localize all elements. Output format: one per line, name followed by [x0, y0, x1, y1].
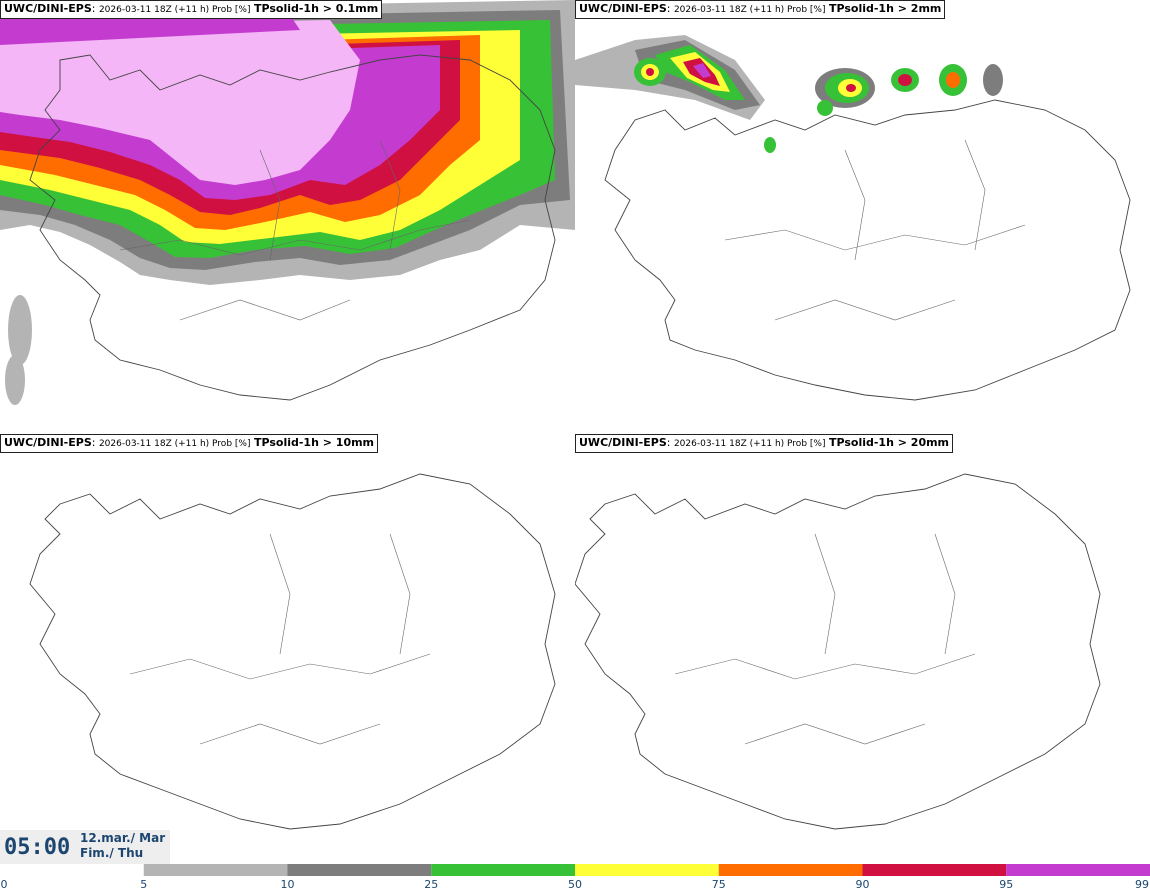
colorbar-segment — [718, 864, 863, 876]
run-meta: 2026-03-11 18Z (+11 h) Prob [%] — [673, 5, 826, 15]
colorbar-tick-label: 50 — [568, 878, 582, 891]
colorbar-tick-label: 5 — [140, 878, 147, 891]
colorbar-segment — [143, 864, 288, 876]
field-label: TPsolid-1h > 10mm — [253, 436, 375, 449]
map-panel-20mm: UWC/DINI-EPS: 2026-03-11 18Z (+11 h) Pro… — [575, 434, 1150, 864]
colorbar-tick-label: 95 — [999, 878, 1013, 891]
colorbar-tick-label: 10 — [281, 878, 295, 891]
colorbar-segment — [287, 864, 432, 876]
field-label: TPsolid-1h > 20mm — [828, 436, 950, 449]
colorbar-tick-label: 75 — [712, 878, 726, 891]
colorbar-tick-label: 90 — [856, 878, 870, 891]
colorbar: 0 5 10 25 50 75 90 95 99 — [1, 864, 1150, 891]
probability-map — [575, 473, 1101, 830]
map-panel-10mm: UWC/DINI-EPS: 2026-03-11 18Z (+11 h) Pro… — [0, 434, 575, 864]
colorbar-tick-label: 25 — [424, 878, 438, 891]
colorbar-segment — [862, 864, 1007, 876]
run-meta: 2026-03-11 18Z (+11 h) Prob [%] — [98, 5, 251, 15]
run-meta: 2026-03-11 18Z (+11 h) Prob [%] — [673, 439, 826, 449]
map-panel-2mm: UWC/DINI-EPS: 2026-03-11 18Z (+11 h) Pro… — [575, 0, 1150, 430]
field-label: TPsolid-1h > 0.1mm — [253, 2, 379, 15]
colorbar-segment — [575, 864, 719, 876]
valid-date: 12.mar./ Mar Fim./ Thu — [80, 831, 165, 861]
run-meta: 2026-03-11 18Z (+11 h) Prob [%] — [98, 439, 251, 449]
colorbar-segment — [431, 864, 575, 876]
model-name: UWC/DINI-EPS — [579, 436, 667, 449]
date-line-2: Fim./ Thu — [80, 846, 144, 860]
probability-map — [575, 35, 1131, 401]
colorbar-tick-label: 99 — [1135, 878, 1149, 891]
panel-title: UWC/DINI-EPS: 2026-03-11 18Z (+11 h) Pro… — [0, 434, 379, 453]
time-box — [0, 830, 170, 864]
valid-time: 05:00 — [4, 835, 71, 860]
model-name: UWC/DINI-EPS — [4, 2, 92, 15]
panel-title: UWC/DINI-EPS: 2026-03-11 18Z (+11 h) Pro… — [0, 0, 383, 19]
map-panel-0p1mm: UWC/DINI-EPS: 2026-03-11 18Z (+11 h) Pro… — [0, 0, 575, 430]
panel-title: UWC/DINI-EPS: 2026-03-11 18Z (+11 h) Pro… — [575, 434, 954, 453]
probability-map — [0, 0, 575, 405]
probability-map — [29, 473, 556, 830]
colorbar-tick-label: 0 — [1, 878, 8, 891]
model-name: UWC/DINI-EPS — [579, 2, 667, 15]
panel-title: UWC/DINI-EPS: 2026-03-11 18Z (+11 h) Pro… — [575, 0, 946, 19]
date-line-1: 12.mar./ Mar — [80, 831, 166, 845]
colorbar-segment — [1006, 864, 1150, 876]
field-label: TPsolid-1h > 2mm — [828, 2, 942, 15]
model-name: UWC/DINI-EPS — [4, 436, 92, 449]
